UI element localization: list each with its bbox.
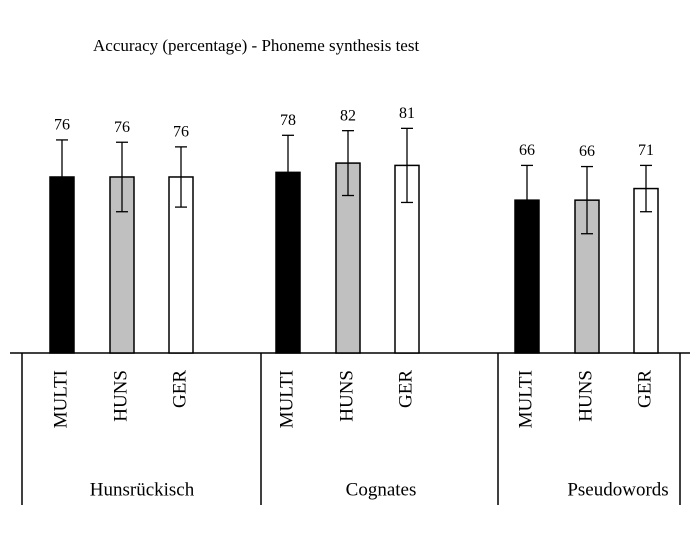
series-label: MULTI xyxy=(515,370,536,428)
bar xyxy=(514,199,540,354)
value-label: 66 xyxy=(519,142,535,159)
value-label: 76 xyxy=(114,119,130,136)
value-label: 76 xyxy=(54,117,70,134)
group-label: Pseudowords xyxy=(567,479,668,500)
series-label: HUNS xyxy=(110,370,131,422)
series-label: MULTI xyxy=(50,370,71,428)
series-label: HUNS xyxy=(575,370,596,422)
value-label: 82 xyxy=(340,107,356,124)
series-label: GER xyxy=(395,370,416,408)
group-label: Cognates xyxy=(346,479,417,500)
value-label: 81 xyxy=(399,105,415,122)
chart-title: Accuracy (percentage) - Phoneme synthesi… xyxy=(93,36,419,55)
value-label: 71 xyxy=(638,142,654,159)
group-label: Hunsrückisch xyxy=(90,479,195,500)
bar xyxy=(633,187,659,354)
value-label: 78 xyxy=(280,112,296,129)
value-label: 76 xyxy=(173,124,189,141)
series-label: GER xyxy=(634,370,655,408)
series-label: GER xyxy=(169,370,190,408)
series-label: MULTI xyxy=(276,370,297,428)
series-label: HUNS xyxy=(336,370,357,422)
value-label: 66 xyxy=(579,143,595,160)
